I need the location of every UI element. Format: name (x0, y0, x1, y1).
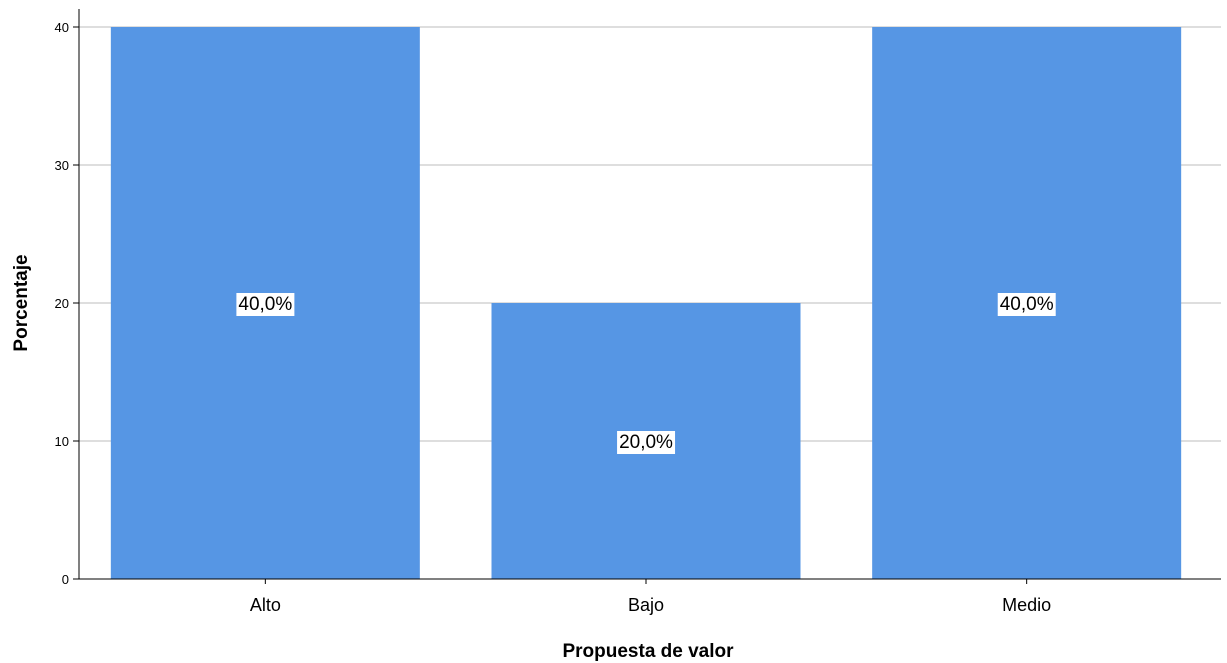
data-label-box (236, 293, 295, 316)
data-label: 40,0% (236, 293, 295, 316)
y-tick-label: 30 (55, 158, 69, 173)
x-tick-label: Bajo (628, 595, 664, 615)
data-label-box (997, 293, 1056, 316)
data-label: 40,0% (997, 293, 1056, 316)
data-label-text: 40,0% (238, 294, 292, 315)
x-tick-labels: Alto Bajo Medio (250, 595, 1051, 615)
data-label: 20,0% (617, 431, 676, 454)
y-tick-label: 40 (55, 20, 69, 35)
x-axis-title: Propuesta de valor (562, 641, 734, 662)
data-label-text: 20,0% (619, 432, 673, 453)
data-labels: 40,0% 20,0% 40,0% (236, 293, 1056, 454)
y-axis-title: Porcentaje (11, 254, 32, 351)
data-label-box (617, 431, 676, 454)
axes (73, 9, 1221, 584)
x-tick-label: Medio (1002, 595, 1051, 615)
y-tick-label: 0 (62, 572, 69, 587)
y-tick-label: 20 (55, 296, 69, 311)
y-tick-labels: 0 10 20 30 40 (55, 20, 69, 587)
data-label-text: 40,0% (1000, 294, 1054, 315)
x-tick-label: Alto (250, 595, 281, 615)
y-tick-label: 10 (55, 434, 69, 449)
